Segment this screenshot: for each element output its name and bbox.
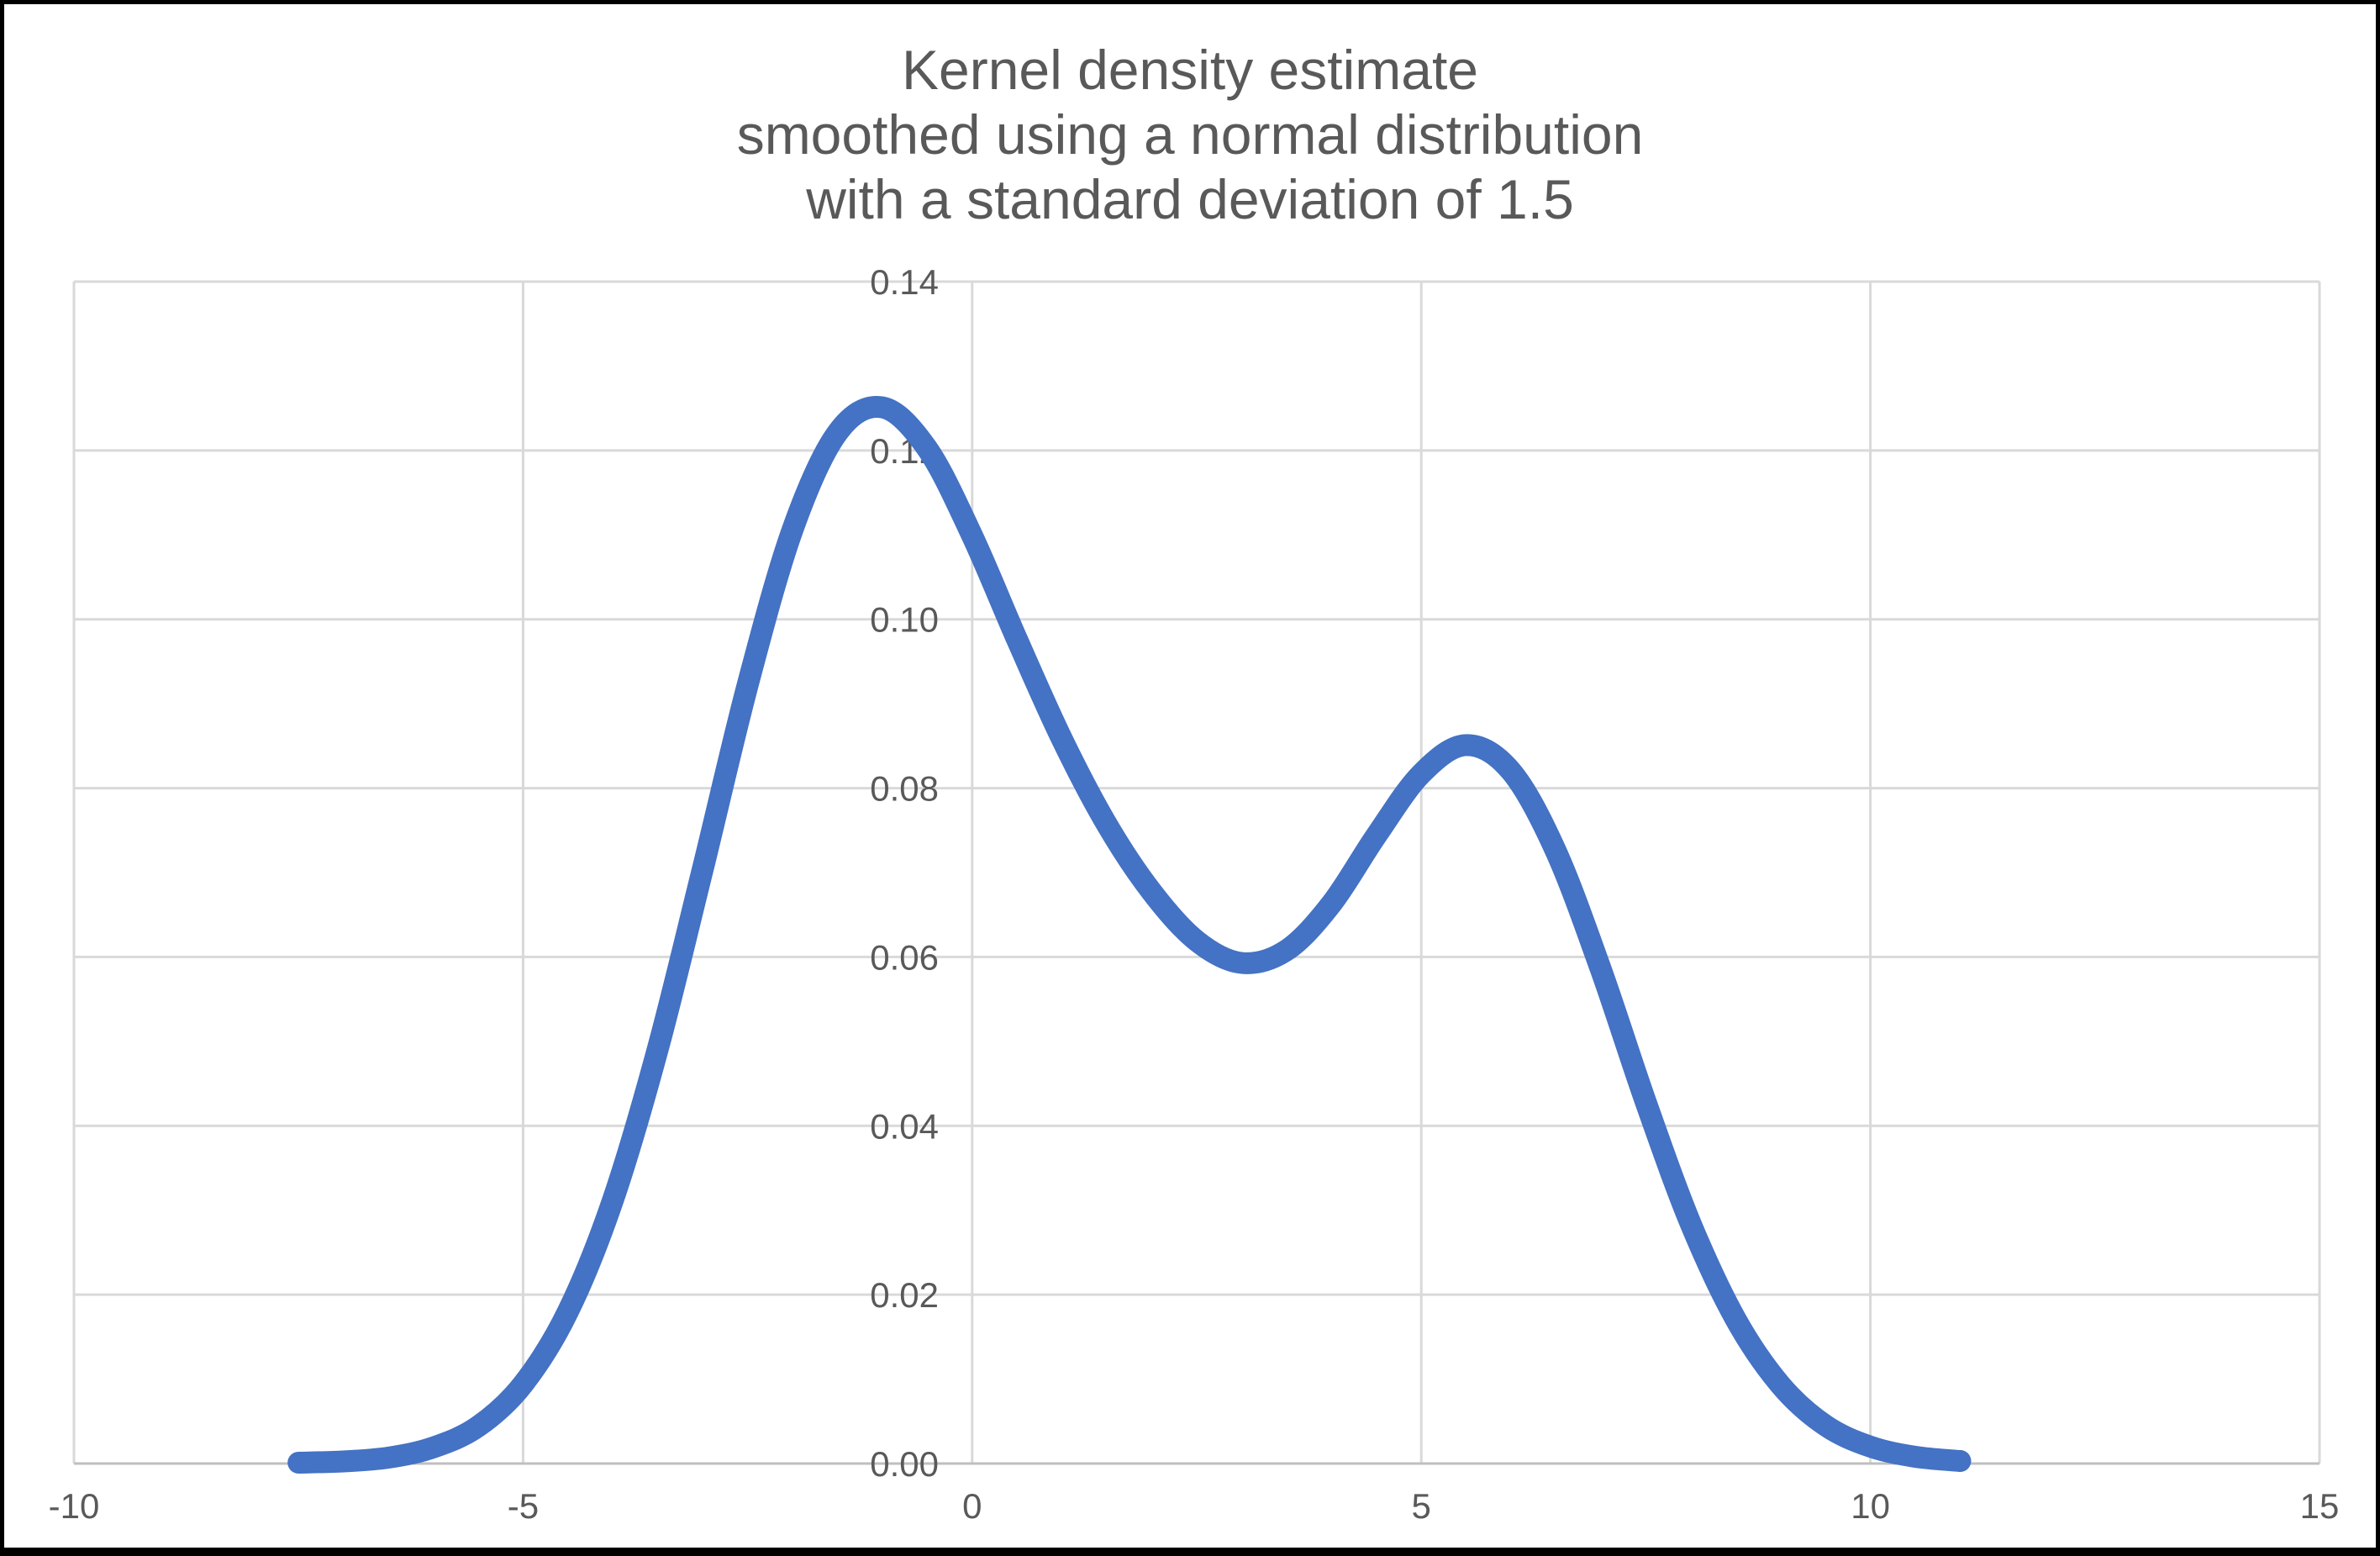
x-tick-label-5: 5 (1412, 1486, 1431, 1526)
x-tick-label-10: 10 (1851, 1486, 1890, 1526)
x-tick-label--10: -10 (49, 1486, 100, 1526)
x-tick-label--5: -5 (508, 1486, 539, 1526)
chart-title-line-2: smoothed using a normal distribution (736, 103, 1644, 166)
kde-plot-area: -10 -5 0 5 10 150.000.020.040.060.080.100.120… (49, 262, 2340, 1526)
y-tick-label-0.02: 0.02 (870, 1275, 939, 1315)
x-tick-label-15: 15 (2300, 1486, 2340, 1526)
y-tick-label-0.08: 0.08 (870, 769, 939, 809)
chart-title: Kernel density estimate smoothed using a… (4, 4, 2376, 232)
y-tick-label-0.10: 0.10 (870, 600, 939, 640)
chart-title-line-1: Kernel density estimate (901, 39, 1478, 101)
kde-curve (287, 396, 1972, 1474)
y-tick-label-0.14: 0.14 (870, 262, 939, 302)
y-tick-label-0.06: 0.06 (870, 937, 939, 977)
x-tick-label-0: 0 (962, 1486, 982, 1526)
chart-title-line-3: with a standard deviation of 1.5 (806, 168, 1574, 230)
y-tick-label-0.04: 0.04 (870, 1106, 939, 1146)
y-tick-label-0.00: 0.00 (870, 1444, 939, 1484)
